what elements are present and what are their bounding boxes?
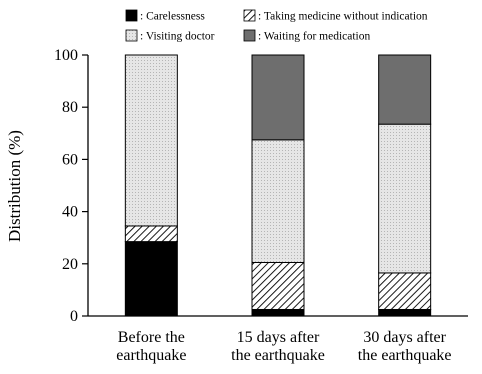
y-tick-label: 20 <box>62 256 78 273</box>
bar-segment-taking-medicine-without-indication <box>251 261 305 310</box>
y-axis: 0 20 40 60 80 100 <box>54 47 89 325</box>
legend-label-waiting-for-medication: : Waiting for medication <box>258 31 370 43</box>
legend-item-carelessness: : Carelessness <box>125 9 205 23</box>
bar-segment-waiting-for-medication <box>251 54 305 141</box>
bar-segment-visiting-doctor <box>378 123 432 274</box>
x-tick-label: Before the earthquake <box>116 329 186 364</box>
legend-item-waiting-for-medication: : Waiting for medication <box>243 29 370 43</box>
bar-stack-before-the-earthquake <box>124 54 178 317</box>
bar-stack-15-days-after-the-earthquake <box>251 54 305 317</box>
bars <box>124 54 432 317</box>
bar-stack-30-days-after-the-earthquake <box>378 54 432 317</box>
legend-item-visiting-doctor: : Visiting doctor <box>125 29 215 43</box>
y-tick-label: 100 <box>54 47 78 64</box>
bar-segment-taking-medicine-without-indication <box>124 225 178 243</box>
x-tick-label: 30 days after the earthquake <box>358 329 452 364</box>
bar-segment-taking-medicine-without-indication <box>378 272 432 310</box>
legend-label-carelessness: : Carelessness <box>140 11 205 23</box>
legend-swatch-carelessness <box>125 9 138 22</box>
legend: : Carelessness : Taking medicine without… <box>125 9 428 43</box>
y-axis-label: Distribution (%) <box>5 130 24 242</box>
legend-swatch-visiting-doctor <box>125 29 138 42</box>
y-tick-label: 60 <box>62 151 78 168</box>
legend-item-taking-medicine: : Taking medicine without indication <box>243 9 428 23</box>
x-axis-labels: Before the earthquake 15 days after the ear… <box>116 329 451 364</box>
legend-label-taking-medicine: : Taking medicine without indication <box>258 11 428 23</box>
y-tick-label: 80 <box>62 99 78 116</box>
y-tick-label: 0 <box>70 308 78 325</box>
bar-segment-waiting-for-medication <box>378 54 432 125</box>
legend-swatch-taking-medicine <box>243 9 256 22</box>
x-tick-label: 15 days after the earthquake <box>231 329 325 364</box>
bar-segment-visiting-doctor <box>124 54 178 227</box>
y-tick-label: 40 <box>62 204 78 221</box>
legend-swatch-waiting-for-medication <box>243 29 256 42</box>
bar-segment-carelessness <box>124 241 178 317</box>
bar-segment-visiting-doctor <box>251 139 305 263</box>
bar-segment-carelessness <box>378 308 432 317</box>
legend-label-visiting-doctor: : Visiting doctor <box>140 31 215 43</box>
bar-segment-carelessness <box>251 308 305 317</box>
